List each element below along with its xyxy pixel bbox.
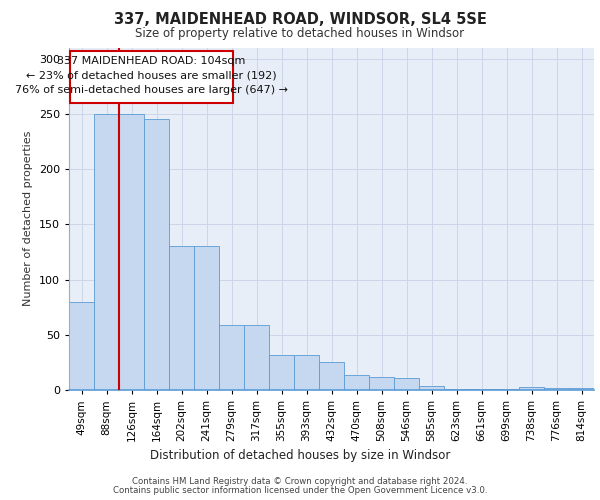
Y-axis label: Number of detached properties: Number of detached properties — [23, 131, 33, 306]
Bar — [269, 354, 294, 390]
Bar — [319, 362, 344, 390]
Bar — [69, 302, 94, 390]
Text: Size of property relative to detached houses in Windsor: Size of property relative to detached ho… — [136, 28, 464, 40]
Bar — [394, 378, 419, 390]
Bar — [444, 389, 469, 390]
Bar — [219, 325, 244, 390]
Bar — [194, 246, 219, 390]
Bar — [119, 114, 144, 390]
Bar — [544, 388, 569, 390]
Bar — [369, 376, 394, 390]
Bar — [244, 325, 269, 390]
FancyBboxPatch shape — [70, 51, 233, 102]
Bar — [169, 246, 194, 390]
Text: Distribution of detached houses by size in Windsor: Distribution of detached houses by size … — [150, 450, 450, 462]
Bar — [144, 120, 169, 390]
Text: 76% of semi-detached houses are larger (647) →: 76% of semi-detached houses are larger (… — [15, 85, 288, 95]
Bar — [519, 386, 544, 390]
Text: 337, MAIDENHEAD ROAD, WINDSOR, SL4 5SE: 337, MAIDENHEAD ROAD, WINDSOR, SL4 5SE — [113, 12, 487, 28]
Text: 337 MAIDENHEAD ROAD: 104sqm: 337 MAIDENHEAD ROAD: 104sqm — [58, 56, 245, 66]
Bar — [344, 374, 369, 390]
Bar — [469, 389, 494, 390]
Bar — [494, 389, 519, 390]
Text: Contains HM Land Registry data © Crown copyright and database right 2024.: Contains HM Land Registry data © Crown c… — [132, 477, 468, 486]
Text: ← 23% of detached houses are smaller (192): ← 23% of detached houses are smaller (19… — [26, 70, 277, 81]
Bar — [294, 354, 319, 390]
Bar — [94, 114, 119, 390]
Text: Contains public sector information licensed under the Open Government Licence v3: Contains public sector information licen… — [113, 486, 487, 495]
Bar — [419, 386, 444, 390]
Bar — [569, 388, 594, 390]
